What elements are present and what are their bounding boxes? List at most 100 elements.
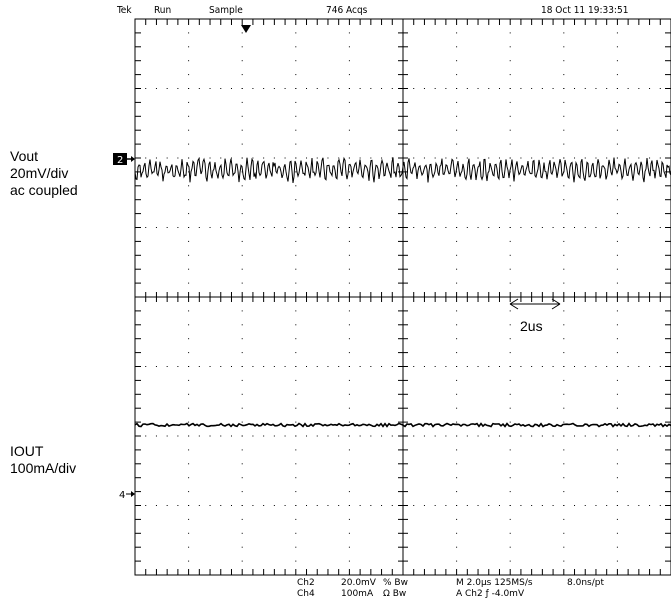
grid-dot [209,505,211,506]
grid-dot [584,505,586,506]
grid-dot [509,463,511,465]
grid-dot [188,518,190,520]
grid-dot [348,32,350,34]
grid-dot [434,366,436,367]
grid-dot [348,74,350,76]
grid-dot [574,227,576,228]
grid-dot [445,505,447,506]
grid-dot [616,157,618,159]
grid-dot [466,227,468,228]
grid-dot [241,46,243,48]
grid-dot [456,324,458,326]
ch4-label-line: IOUT [10,443,44,459]
grid-dot [166,366,168,367]
grid-dot [327,227,329,228]
ch4-label-line: 100mA/div [10,460,77,476]
grid-dot [456,240,458,242]
ch4-name: Ch4 [297,589,315,599]
grid-dot [252,435,254,437]
ch2-label-line: 20mV/div [10,165,69,181]
grid-dot [327,505,329,506]
grid-dot [423,435,425,437]
ch4-scale: 100mA [341,589,374,599]
grid-dot [241,532,243,534]
grid-dot [209,366,211,367]
grid-dot [348,463,350,465]
grid-dot [327,88,329,89]
grid-dot [552,366,554,367]
grid-dot [155,505,157,506]
grid-dot [616,46,618,48]
grid-dot [563,157,565,159]
grid-dot [616,129,618,131]
grid-dot [616,74,618,76]
grid-dot [606,366,608,367]
grid-dot [563,491,565,493]
grid-dot [209,227,211,228]
grid-dot [659,227,661,228]
grid-dot [252,157,254,159]
grid-dot [659,157,661,159]
grid-dot [177,227,179,228]
grid-dot [295,518,297,520]
grid-dot [188,254,190,256]
grid-dot [241,101,243,103]
grid-dot [252,505,254,506]
grid-dot [230,227,232,228]
grid-dot [638,157,640,159]
grid-dot [584,435,586,437]
grid-dot [348,421,350,423]
grid-dot [188,101,190,103]
grid-dot [552,505,554,506]
grid-dot [531,88,533,89]
grid-dot [338,227,340,228]
grid-dot [295,101,297,103]
grid-dot [241,560,243,562]
grid-dot [316,157,318,159]
grid-dot [413,227,415,228]
grid-dot [241,421,243,423]
grid-dot [638,366,640,367]
grid-dot [348,143,350,145]
grid-dot [509,240,511,242]
grid-dot [563,505,565,506]
grid-dot [338,157,340,159]
grid-dot [155,88,157,89]
grid-dot [241,393,243,395]
grid-dot [209,88,211,89]
grid-dot [574,505,576,506]
ch4-ground-marker: 4 [119,490,135,501]
grid-dot [584,88,586,89]
grid-dot [456,546,458,548]
grid-dot [552,157,554,159]
grid-dot [616,421,618,423]
grid-dot [595,435,597,437]
grid-dot [177,435,179,437]
grid-dot [348,560,350,562]
grid-dot [316,366,318,367]
grid-dot [563,115,565,117]
grid-dot [381,88,383,89]
grid-dot [616,532,618,534]
grid-dot [348,449,350,451]
grid-dot [370,227,372,228]
grid-dot [509,435,511,437]
grid-dot [574,366,576,367]
grid-dot [466,505,468,506]
grid-dot [188,338,190,340]
grid-dot [563,449,565,451]
ch2-coupling: % Bw [383,578,408,588]
grid-dot [295,74,297,76]
grid-dot [155,435,157,437]
grid-dot [338,505,340,506]
grid-dot [220,88,222,89]
ch4-label: IOUT 100mA/div [10,443,76,477]
grid-dot [616,435,618,437]
grid-dot [241,74,243,76]
grid-dot [563,407,565,409]
ch2-label-line: Vout [10,148,39,164]
grid-dot [348,115,350,117]
grid-dot [316,227,318,228]
grid-dot [241,324,243,326]
